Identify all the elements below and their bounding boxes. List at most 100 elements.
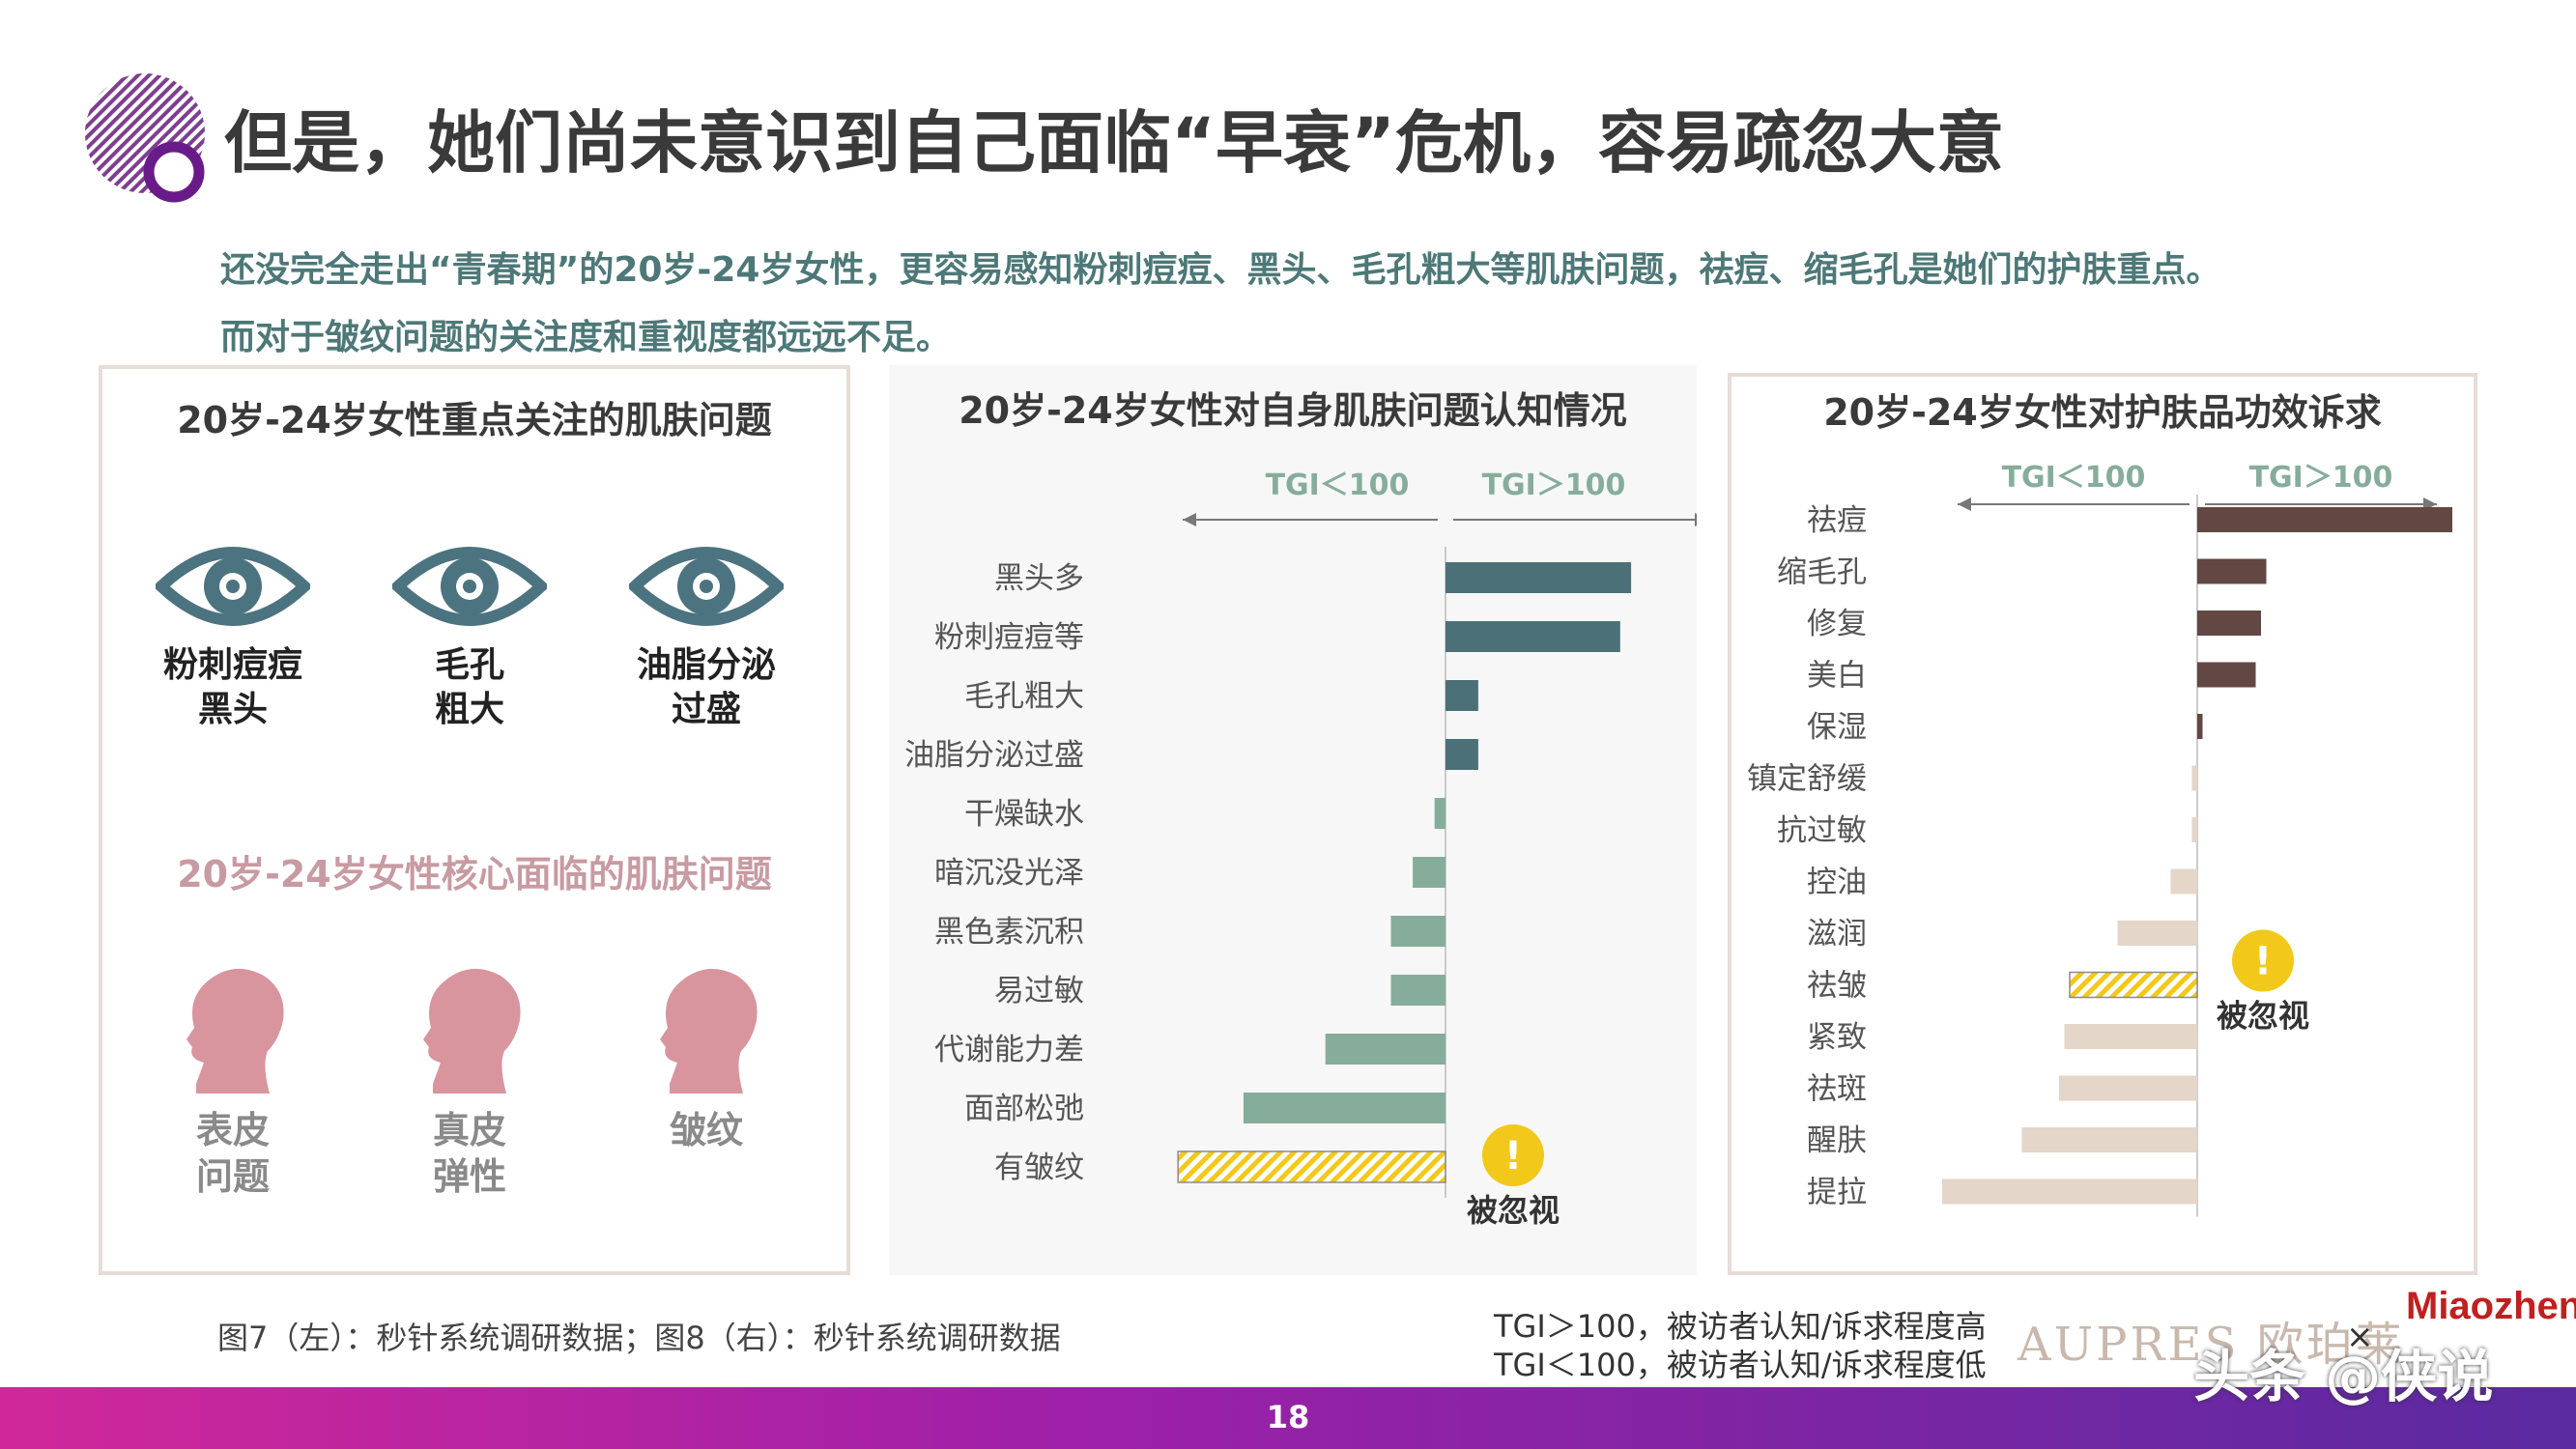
category-label: 控油 (1807, 866, 1867, 900)
category-label: 美白 (1807, 659, 1867, 694)
highlight-bar (2069, 971, 2198, 999)
category-label: 紧致 (1807, 1020, 1867, 1055)
core-issue-dermis: 真皮 弹性 (368, 958, 571, 1200)
alert-exclamation: ! (1504, 1134, 1522, 1179)
chart-title: 20岁-24岁女性对护肤品功效诉求 (1823, 391, 2382, 434)
source-note: 图7（左）：秒针系统调研数据；图8（右）：秒针系统调研数据 (217, 1320, 1061, 1356)
category-label: 祛皱 (1807, 969, 1867, 1004)
tgi-below-label: TGI＜100 (2002, 461, 2146, 495)
alert-icon (2232, 929, 2294, 992)
category-label: 提拉 (1807, 1176, 1867, 1210)
category-label: 暗沉没光泽 (934, 856, 1084, 891)
core-issues-title: 20岁-24岁女性核心面临的肌肤问题 (177, 853, 772, 895)
subtitle-line-2: 而对于皱纹问题的关注度和重视度都远远不足。 (220, 318, 952, 357)
left-panel-title: 20岁-24岁女性重点关注的肌肤问题 (177, 399, 772, 441)
brand-separator: × (2346, 1318, 2374, 1356)
efficacy-chart-panel: 20岁-24岁女性对护肤品功效诉求 TGI＜100 TGI＞100 祛痘缩毛孔修复美白… (1728, 373, 2477, 1275)
bar (2059, 1075, 2197, 1101)
category-label: 毛孔粗大 (964, 679, 1084, 714)
bar (1243, 1093, 1445, 1123)
bar (2197, 611, 2261, 636)
subtitle-line-1: 还没完全走出“青春期”的20岁-24岁女性，更容易感知粉刺痘痘、黑头、毛孔粗大等… (220, 250, 2221, 290)
category-label: 干燥缺水 (964, 797, 1084, 832)
core-issue-epidermis: 表皮 问题 (131, 958, 334, 1200)
core-issue-label: 真皮 弹性 (432, 1109, 506, 1198)
bar (2197, 714, 2203, 739)
focus-issue-label: 粉刺痘痘 黑头 (162, 645, 302, 729)
chart-title: 20岁-24岁女性对自身肌肤问题认知情况 (959, 389, 1627, 432)
category-label: 保湿 (1807, 710, 1867, 745)
bar (1445, 621, 1620, 652)
core-issue-label: 皱纹 (669, 1109, 743, 1151)
category-label: 面部松弛 (964, 1092, 1084, 1126)
bar (2197, 558, 2267, 584)
woman-head-icon (660, 968, 758, 1094)
bar (1445, 739, 1478, 770)
bar (1434, 798, 1445, 829)
slide-title: 但是，她们尚未意识到自己面临“早衰”危机，容易疏忽大意 (224, 103, 2005, 183)
awareness-bar-chart: 20岁-24岁女性对自身肌肤问题认知情况 TGI＜100 TGI＞100 黑头多粉刺痘… (904, 389, 1708, 1229)
category-label: 易过敏 (994, 974, 1084, 1009)
bar (1390, 916, 1445, 947)
tgi-below-label: TGI＜100 (1266, 469, 1410, 502)
focus-issue-pores: 毛孔 粗大 (368, 533, 571, 732)
bar (1390, 975, 1445, 1006)
eye-icon (626, 547, 787, 626)
bar (2197, 662, 2256, 688)
page-number: 18 (1266, 1399, 1310, 1435)
arrow-right-head-icon (1695, 513, 1708, 526)
watermark: 头条 @侠说 (2193, 1344, 2494, 1409)
category-label: 祛痘 (1807, 503, 1867, 538)
category-label: 镇定舒缓 (1747, 762, 1867, 797)
core-issue-wrinkles: 皱纹 (605, 958, 808, 1153)
category-label: 有皱纹 (994, 1151, 1084, 1185)
highlight-label: 被忽视 (2217, 998, 2309, 1035)
highlight-label: 被忽视 (1467, 1192, 1560, 1229)
category-label: 抗过敏 (1777, 813, 1867, 848)
focus-issue-oil: 油脂分泌 过盛 (605, 533, 808, 732)
bar (1445, 562, 1632, 593)
bar (2117, 921, 2197, 946)
bar (2021, 1127, 2197, 1152)
woman-head-icon (186, 968, 284, 1094)
eye-icon (153, 547, 313, 626)
bar (1445, 680, 1478, 711)
category-label: 黑色素沉积 (934, 915, 1084, 950)
category-label: 祛斑 (1807, 1072, 1867, 1107)
category-label: 修复 (1807, 607, 1867, 641)
focus-issues-panel: 20岁-24岁女性重点关注的肌肤问题 粉刺痘痘 黑头 毛孔 粗大 油脂分泌 过盛… (99, 365, 850, 1275)
focus-issue-acne: 粉刺痘痘 黑头 (131, 533, 334, 732)
bar (2191, 765, 2197, 791)
focus-issue-label: 毛孔 粗大 (434, 645, 504, 729)
efficacy-bar-chart: 20岁-24岁女性对护肤品功效诉求 TGI＜100 TGI＞100 祛痘缩毛孔修复美白… (1747, 391, 2452, 1217)
eye-icon (389, 547, 550, 626)
arrow-left-head-icon (1183, 513, 1196, 526)
highlight-bar (1177, 1151, 1446, 1183)
footer-bar (0, 1387, 2576, 1449)
category-label: 代谢能力差 (934, 1033, 1084, 1067)
alert-icon (1482, 1124, 1544, 1186)
bar (2170, 868, 2197, 895)
woman-head-icon (423, 968, 521, 1094)
bar (2197, 507, 2452, 532)
brand-aupres-logo: AUPRES 欧珀莱 (2018, 1318, 2405, 1372)
bar (1325, 1034, 1445, 1065)
category-label: 粉刺痘痘等 (934, 620, 1084, 655)
tgi-note-low: TGI＜100，被访者认知/诉求程度低 (1494, 1347, 1987, 1383)
tgi-above-label: TGI＞100 (2249, 461, 2393, 495)
arrow-left-head-icon (1958, 497, 1971, 511)
bar (2064, 1024, 2197, 1049)
bar (1413, 857, 1445, 888)
awareness-chart-panel: 20岁-24岁女性对自身肌肤问题认知情况 TGI＜100 TGI＞100 黑头多粉刺痘… (889, 365, 1708, 1275)
brand-miaozhen-logo: Miaozhen (2406, 1285, 2576, 1327)
category-label: 滋润 (1807, 917, 1867, 952)
core-issue-label: 表皮 问题 (195, 1109, 270, 1198)
tgi-note-high: TGI＞100，被访者认知/诉求程度高 (1494, 1308, 1987, 1345)
tgi-above-label: TGI＞100 (1482, 469, 1626, 502)
category-label: 黑头多 (994, 561, 1084, 596)
category-label: 醒肤 (1807, 1123, 1867, 1158)
category-label: 缩毛孔 (1777, 555, 1867, 590)
category-label: 油脂分泌过盛 (904, 738, 1084, 773)
bar (2191, 817, 2197, 842)
logo-circles-icon (85, 73, 205, 203)
